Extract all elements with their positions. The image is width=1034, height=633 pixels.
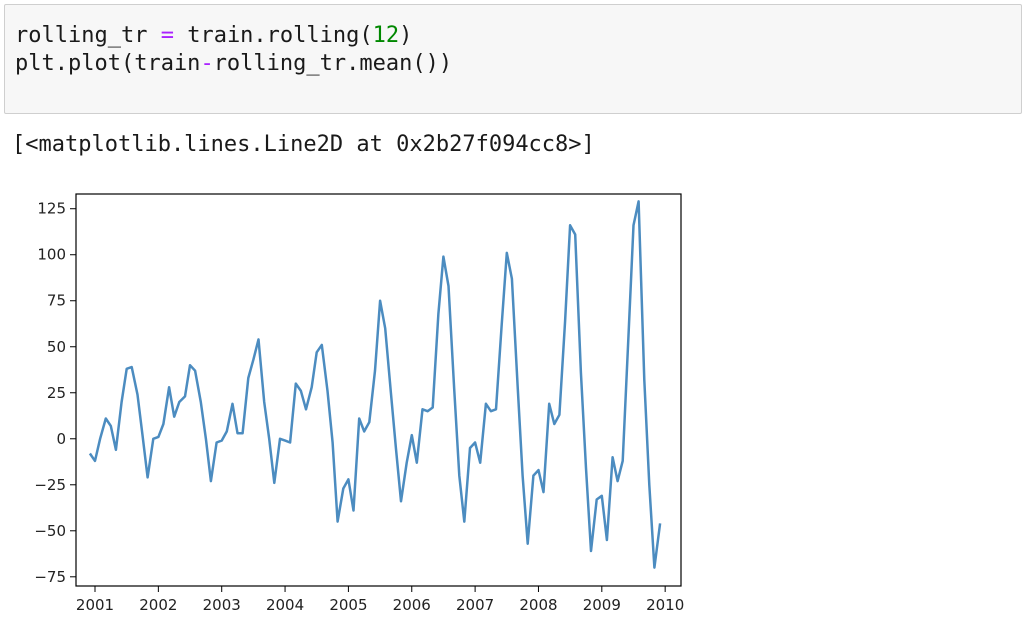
code-minus-operator: - [200, 51, 214, 76]
x-tick-label: 2007 [456, 596, 494, 614]
code-line-2: plt.plot(train-rolling_tr.mean()) [15, 51, 452, 76]
y-tick-label: −25 [34, 476, 66, 494]
x-tick-label: 2002 [139, 596, 177, 614]
x-tick-label: 2006 [393, 596, 431, 614]
y-tick-label: 25 [47, 384, 66, 402]
y-tick-label: 50 [47, 338, 66, 356]
y-tick-label: 100 [37, 246, 66, 264]
cell-output-text: [<matplotlib.lines.Line2D at 0x2b27f094c… [12, 132, 595, 157]
y-tick-label: −50 [34, 522, 66, 540]
plot-frame [75, 193, 682, 587]
code-cell[interactable]: rolling_tr = train.rolling(12) plt.plot(… [4, 4, 1022, 114]
x-tick-label: 2004 [266, 596, 304, 614]
x-tick-label: 2008 [519, 596, 557, 614]
x-tick-label: 2001 [76, 596, 114, 614]
code-plot-args: rolling_tr.mean()) [213, 51, 453, 76]
y-tick-label: 0 [56, 430, 66, 448]
y-tick-label: −75 [34, 568, 66, 586]
code-variable: rolling_tr [15, 23, 148, 48]
code-close-paren: ) [399, 23, 413, 48]
x-axis-ticks: 2001 2002 2003 2004 2005 2006 2007 2008 2009 2010 [76, 586, 684, 614]
x-tick-label: 2009 [583, 596, 621, 614]
x-tick-label: 2010 [646, 596, 684, 614]
x-tick-label: 2003 [203, 596, 241, 614]
series-line [88, 200, 662, 569]
x-tick-label: 2005 [329, 596, 367, 614]
code-assign-operator: = [160, 23, 174, 48]
code-line-1: rolling_tr = train.rolling(12) [15, 23, 412, 48]
code-plot-call: plt.plot(train [15, 51, 201, 76]
code-number: 12 [372, 23, 400, 48]
y-axis-ticks: 125 100 75 50 25 0 −25 −50 −75 [34, 200, 76, 586]
y-tick-label: 75 [47, 292, 66, 310]
y-tick-label: 125 [37, 200, 66, 218]
code-call: train.rolling( [187, 23, 373, 48]
